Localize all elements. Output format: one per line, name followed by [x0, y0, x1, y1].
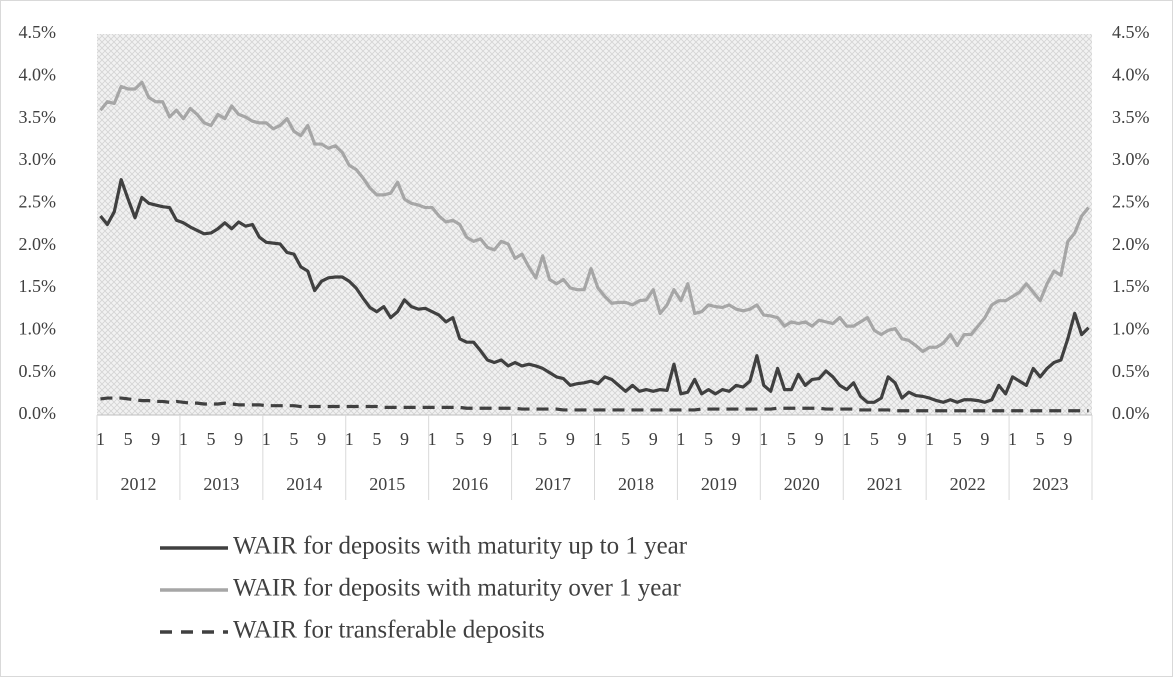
x-tick-label: 5	[870, 429, 879, 449]
x-tick-label: 1	[925, 429, 934, 449]
y2-tick-label: 0.0%	[1112, 403, 1150, 423]
x-tick-label: 9	[400, 429, 409, 449]
y-tick-label: 1.5%	[19, 276, 57, 296]
year-label: 2017	[535, 474, 571, 494]
x-tick-label: 5	[787, 429, 796, 449]
x-tick-label: 1	[1008, 429, 1017, 449]
x-tick-label: 1	[262, 429, 271, 449]
y-tick-label: 1.0%	[19, 318, 57, 338]
x-tick-label: 5	[372, 429, 381, 449]
x-tick-label: 9	[234, 429, 243, 449]
x-tick-label: 1	[428, 429, 437, 449]
y2-tick-label: 0.5%	[1112, 361, 1150, 381]
x-tick-label: 9	[483, 429, 492, 449]
x-tick-label: 1	[511, 429, 520, 449]
year-label: 2021	[867, 474, 903, 494]
y-tick-label: 3.5%	[19, 107, 57, 127]
x-tick-label: 1	[676, 429, 685, 449]
x-tick-label: 9	[897, 429, 906, 449]
year-label: 2018	[618, 474, 654, 494]
y2-tick-label: 4.5%	[1112, 22, 1150, 42]
x-tick-label: 9	[1063, 429, 1072, 449]
y2-tick-label: 3.5%	[1112, 107, 1150, 127]
year-label: 2014	[286, 474, 322, 494]
y2-tick-label: 2.0%	[1112, 234, 1150, 254]
x-tick-label: 5	[538, 429, 547, 449]
y-tick-label: 3.0%	[19, 149, 57, 169]
year-label: 2023	[1033, 474, 1069, 494]
x-tick-label: 9	[732, 429, 741, 449]
year-label: 2016	[452, 474, 488, 494]
y2-tick-label: 1.5%	[1112, 276, 1150, 296]
x-tick-label: 9	[980, 429, 989, 449]
y2-tick-label: 2.5%	[1112, 191, 1150, 211]
x-tick-label: 5	[1036, 429, 1045, 449]
x-tick-label: 9	[815, 429, 824, 449]
x-tick-label: 1	[593, 429, 602, 449]
x-tick-label: 9	[649, 429, 658, 449]
x-tick-label: 5	[704, 429, 713, 449]
year-label: 2020	[784, 474, 820, 494]
x-tick-label: 9	[317, 429, 326, 449]
legend-label: WAIR for deposits with maturity up to 1 …	[233, 533, 688, 560]
x-tick-label: 5	[953, 429, 962, 449]
year-label: 2022	[950, 474, 986, 494]
x-tick-label: 5	[207, 429, 216, 449]
y-tick-label: 0.5%	[19, 361, 57, 381]
x-tick-label: 5	[124, 429, 133, 449]
x-tick-label: 5	[289, 429, 298, 449]
x-tick-label: 1	[179, 429, 188, 449]
y-tick-label: 0.0%	[19, 403, 57, 423]
x-tick-label: 1	[345, 429, 354, 449]
y2-tick-label: 3.0%	[1112, 149, 1150, 169]
series-line	[99, 178, 1090, 404]
x-tick-label: 9	[151, 429, 160, 449]
y-tick-label: 2.0%	[19, 234, 57, 254]
x-tick-label: 5	[455, 429, 464, 449]
y-tick-label: 4.0%	[19, 64, 57, 84]
series-line	[100, 396, 1089, 413]
legend-label: WAIR for transferable deposits	[233, 617, 545, 644]
year-label: 2019	[701, 474, 737, 494]
year-label: 2015	[369, 474, 405, 494]
x-tick-label: 9	[566, 429, 575, 449]
y-tick-label: 2.5%	[19, 191, 57, 211]
plot-area	[97, 34, 1092, 415]
year-label: 2013	[203, 474, 239, 494]
y2-tick-label: 4.0%	[1112, 64, 1150, 84]
year-label: 2012	[120, 474, 156, 494]
y2-tick-label: 1.0%	[1112, 318, 1150, 338]
x-tick-label: 1	[96, 429, 105, 449]
x-tick-label: 5	[621, 429, 630, 449]
x-tick-label: 1	[759, 429, 768, 449]
legend-label: WAIR for deposits with maturity over 1 y…	[233, 575, 681, 602]
series-line	[99, 80, 1090, 354]
x-tick-label: 1	[842, 429, 851, 449]
y-tick-label: 4.5%	[19, 22, 57, 42]
